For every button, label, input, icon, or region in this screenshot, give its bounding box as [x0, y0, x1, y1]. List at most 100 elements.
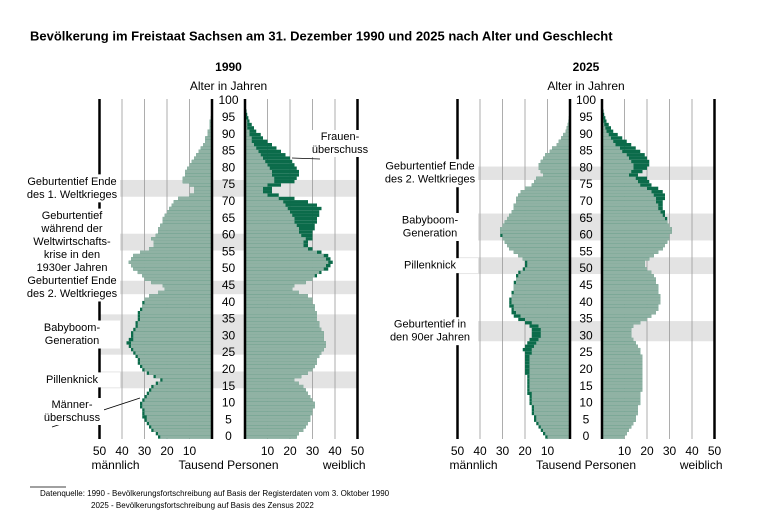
bar	[207, 132, 212, 137]
bar	[602, 129, 607, 133]
bar	[149, 421, 212, 426]
bar	[602, 240, 668, 244]
y-tick-label: 35	[222, 312, 236, 326]
bar-surplus	[245, 132, 261, 137]
bar	[504, 220, 570, 224]
bar	[151, 280, 212, 285]
bar	[602, 186, 647, 191]
bar	[602, 341, 636, 345]
annotation: krise in den	[44, 249, 100, 261]
bar	[245, 415, 311, 419]
legend-label: männlich	[92, 458, 140, 472]
bar	[602, 156, 629, 160]
bar	[158, 227, 212, 231]
bar	[602, 374, 643, 379]
annotation: des 1. Weltkrieges	[27, 189, 118, 201]
bar	[602, 139, 614, 143]
bar	[153, 428, 212, 432]
bar	[245, 294, 308, 298]
y-tick-label: 75	[222, 177, 236, 191]
bar	[602, 405, 638, 409]
x-tick-label: 30	[496, 444, 510, 458]
panel-title: 1990	[215, 60, 242, 74]
bar	[534, 179, 570, 184]
y-tick-label: 55	[222, 244, 236, 258]
bar	[245, 431, 299, 436]
bar	[602, 388, 643, 392]
bar	[513, 203, 570, 207]
x-tick-label: 30	[663, 444, 677, 458]
bar	[602, 143, 616, 147]
bar	[245, 317, 317, 322]
bar	[602, 280, 656, 285]
bar	[602, 344, 638, 348]
bar	[194, 156, 212, 160]
bar	[602, 270, 652, 275]
bar	[602, 421, 634, 426]
bar	[513, 250, 570, 254]
x-tick-label: 10	[618, 444, 632, 458]
annotation: Generation	[403, 227, 457, 239]
bar	[149, 247, 212, 251]
bar	[602, 425, 632, 429]
y-tick-label: 100	[576, 93, 596, 107]
y-axis-label: Alter in Jahren	[547, 79, 624, 93]
bar	[245, 418, 311, 422]
bar	[245, 149, 259, 154]
bar	[540, 169, 570, 174]
bar	[140, 314, 212, 318]
y-tick-label: 45	[579, 278, 593, 292]
bar	[173, 200, 212, 204]
bar	[245, 354, 320, 359]
y-tick-label: 70	[579, 194, 593, 208]
bar	[245, 421, 308, 426]
annotation-bg	[382, 213, 478, 241]
bar	[245, 132, 250, 137]
bar	[144, 277, 212, 281]
bar	[245, 223, 297, 227]
bar	[245, 200, 284, 204]
annotation: Geburtentief	[42, 210, 103, 222]
annotation-bg	[24, 273, 120, 302]
bar	[146, 415, 212, 419]
bar	[137, 354, 212, 359]
bar	[245, 156, 263, 160]
y-tick-label: 60	[579, 228, 593, 242]
x-tick-label: 20	[160, 444, 174, 458]
bar	[502, 223, 570, 227]
bar	[527, 260, 570, 264]
x-tick-label: 40	[685, 444, 699, 458]
y-tick-label: 5	[225, 412, 232, 426]
bar	[602, 314, 652, 318]
bar	[602, 233, 670, 238]
bar	[133, 331, 212, 335]
bar	[245, 277, 313, 281]
bar	[245, 324, 320, 328]
bar	[245, 260, 329, 264]
bar	[602, 347, 641, 352]
legend-label: männlich	[450, 458, 498, 472]
bar	[135, 327, 212, 332]
bar	[189, 183, 212, 187]
bar-surplus	[245, 126, 254, 130]
bar	[245, 307, 315, 311]
bar	[536, 415, 570, 419]
bar	[516, 277, 570, 281]
bar	[245, 270, 320, 275]
bar	[207, 129, 212, 133]
bar	[189, 193, 212, 197]
bar	[245, 384, 304, 389]
bar	[602, 183, 641, 187]
y-tick-label: 85	[579, 144, 593, 158]
bar	[245, 143, 254, 147]
bar	[133, 337, 212, 342]
bar-surplus	[602, 132, 618, 137]
bar	[529, 388, 570, 392]
y-tick-label: 55	[579, 244, 593, 258]
annotation: Generation	[45, 335, 99, 347]
y-tick-label: 35	[579, 312, 593, 326]
bar	[149, 391, 212, 395]
bar	[245, 391, 308, 395]
bar	[133, 253, 212, 258]
